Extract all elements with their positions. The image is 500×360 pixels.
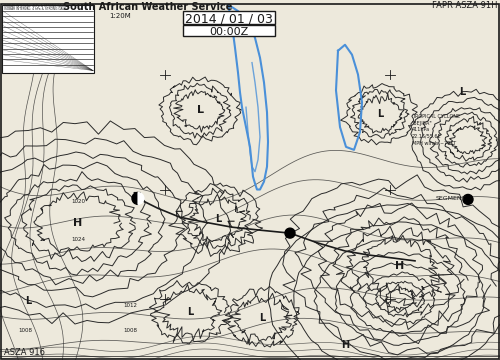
Text: 1008: 1008 xyxy=(18,328,32,333)
Text: 1020: 1020 xyxy=(71,199,85,204)
Text: FAPR ASZA 91H: FAPR ASZA 91H xyxy=(432,1,497,10)
Text: 00:00Z: 00:00Z xyxy=(210,27,248,37)
Text: 2014 / 01 / 03: 2014 / 01 / 03 xyxy=(185,13,273,26)
Text: H: H xyxy=(74,218,82,228)
Text: ISOBAR INTERVAL: 4 hPa & STRONG GALE: ISOBAR INTERVAL: 4 hPa & STRONG GALE xyxy=(4,6,66,10)
Text: L: L xyxy=(196,105,203,115)
FancyBboxPatch shape xyxy=(183,25,275,36)
Text: L: L xyxy=(187,307,193,318)
FancyBboxPatch shape xyxy=(183,11,275,24)
Text: ASZA 916: ASZA 916 xyxy=(4,348,45,357)
Text: 1008: 1008 xyxy=(123,328,137,333)
Wedge shape xyxy=(132,193,138,204)
Wedge shape xyxy=(138,193,144,204)
Text: L: L xyxy=(259,313,265,323)
Text: ISOBAR INTERVAL: 4hPa & STRONG GALE: ISOBAR INTERVAL: 4hPa & STRONG GALE xyxy=(4,4,65,8)
Text: 1012: 1012 xyxy=(123,303,137,308)
Text: SEGMENT: SEGMENT xyxy=(436,196,466,201)
Text: L: L xyxy=(377,109,383,119)
Text: 1024: 1024 xyxy=(71,237,85,242)
Text: L: L xyxy=(459,87,465,97)
Text: TROPICAL CYCLONE
"BEJISA"
411hPa
22.1S/55.6E
MPH winds ~70KT: TROPICAL CYCLONE "BEJISA" 411hPa 22.1S/5… xyxy=(412,114,460,145)
Text: South African Weather Service: South African Weather Service xyxy=(64,2,232,12)
Text: L: L xyxy=(25,296,31,306)
FancyBboxPatch shape xyxy=(2,5,94,72)
Text: L: L xyxy=(215,214,221,224)
Circle shape xyxy=(463,194,473,204)
Text: H: H xyxy=(341,340,349,350)
Text: 1:20M: 1:20M xyxy=(109,13,131,19)
Text: H: H xyxy=(396,261,404,271)
Circle shape xyxy=(285,228,295,238)
